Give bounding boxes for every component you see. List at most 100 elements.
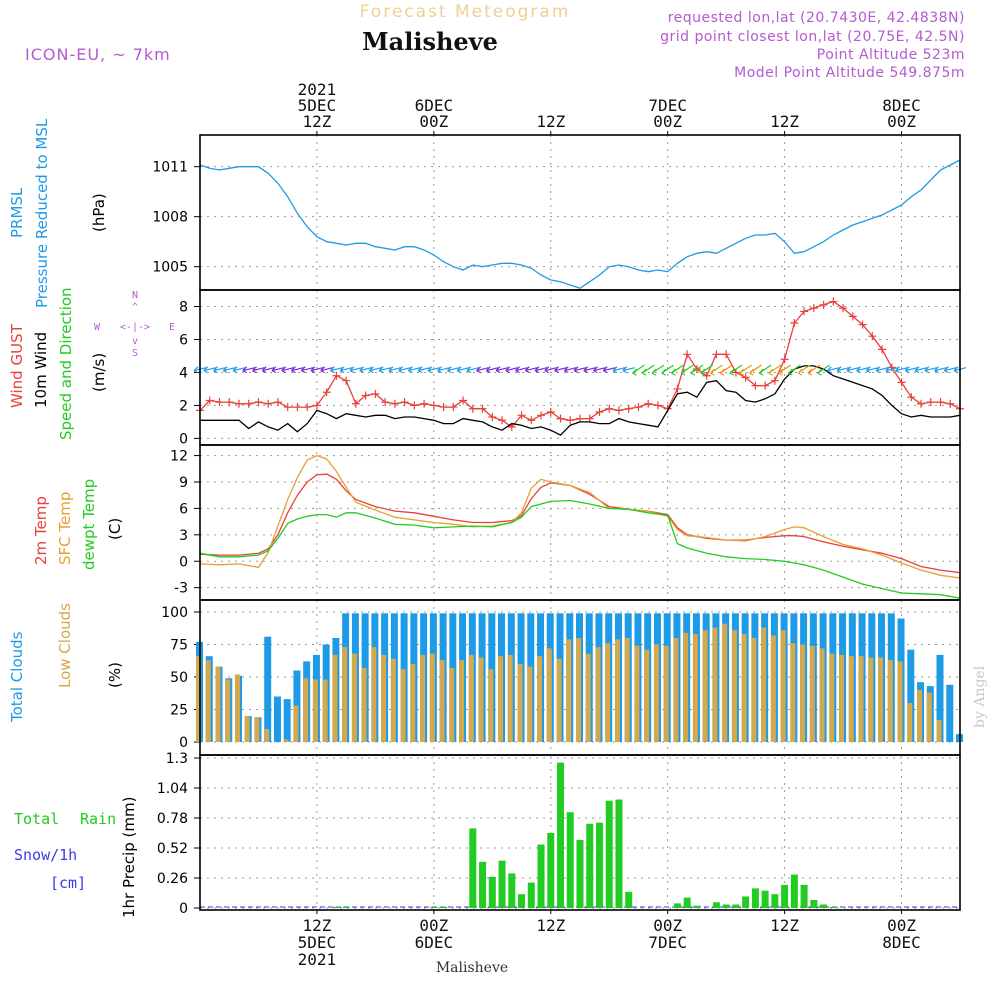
low-cloud-bar bbox=[936, 719, 942, 742]
gust-marker bbox=[225, 398, 234, 407]
chart-title: Forecast Meteogram bbox=[360, 2, 571, 22]
gust-marker bbox=[644, 399, 653, 408]
low-cloud-bar bbox=[244, 716, 250, 742]
wind-direction-arrow bbox=[300, 366, 314, 374]
low-cloud-bar bbox=[907, 703, 913, 742]
low-cloud-bar bbox=[293, 705, 299, 742]
wind-direction-arrow bbox=[476, 366, 489, 374]
wind-direction-arrow bbox=[291, 366, 304, 374]
wind-direction-arrow bbox=[632, 364, 645, 376]
wind-direction-arrow bbox=[651, 364, 665, 376]
rain-bar bbox=[479, 861, 487, 908]
low-cloud-bar bbox=[196, 656, 201, 742]
gust-marker bbox=[439, 403, 448, 412]
ms-unit-label: (m/s) bbox=[90, 353, 108, 392]
rain-bar bbox=[771, 894, 779, 908]
gust-marker bbox=[790, 318, 799, 327]
y-tick-label: 12 bbox=[170, 449, 188, 465]
y-tick-label: 50 bbox=[170, 670, 188, 686]
low-cloud-bar bbox=[897, 661, 903, 742]
low-cloud-bar bbox=[390, 658, 396, 742]
prmsl-label: PRMSL bbox=[8, 187, 26, 238]
wind-direction-arrow bbox=[232, 366, 246, 374]
low-cloud-bar bbox=[468, 654, 474, 742]
time-label-bottom: 00Z bbox=[887, 916, 916, 935]
gust-marker bbox=[751, 381, 760, 390]
gust-marker bbox=[907, 393, 916, 402]
low-cloud-bar bbox=[537, 656, 543, 742]
model-altitude: Model Point Altitude 549.875m bbox=[734, 65, 965, 81]
10m-wind-line bbox=[200, 365, 961, 436]
gust-marker bbox=[478, 404, 487, 413]
rain-bar bbox=[732, 904, 740, 908]
gust-marker bbox=[712, 350, 721, 359]
low-cloud-bar bbox=[556, 658, 562, 742]
low-cloud-bar bbox=[527, 666, 533, 742]
wind-direction-arrow bbox=[534, 366, 548, 374]
time-label-bottom: 12Z bbox=[302, 916, 331, 935]
low-cloud-bar bbox=[722, 623, 728, 742]
gust-marker bbox=[566, 416, 575, 425]
y-tick-label: 25 bbox=[170, 703, 188, 719]
gust-marker bbox=[400, 398, 409, 407]
wind-direction-arrow bbox=[895, 366, 908, 374]
time-label-bottom: 12Z bbox=[536, 916, 565, 935]
y-tick-label: 0 bbox=[179, 735, 188, 751]
rain-bar bbox=[430, 906, 438, 908]
gust-marker bbox=[244, 399, 253, 408]
low-cloud-bar bbox=[868, 657, 874, 742]
wind-direction-arrow bbox=[807, 364, 821, 376]
wind-direction-arrow bbox=[398, 366, 411, 374]
wind-direction-arrow bbox=[768, 364, 782, 376]
wind-direction-arrow bbox=[641, 364, 655, 376]
time-label-top: 7DEC bbox=[648, 96, 687, 115]
low-cloud-bar bbox=[429, 653, 435, 742]
svg-text:E: E bbox=[169, 322, 175, 333]
gust-marker bbox=[488, 412, 497, 421]
wind-direction-arrow bbox=[904, 366, 918, 374]
gust-marker bbox=[936, 398, 945, 407]
gust-marker bbox=[342, 376, 351, 385]
rain-bar bbox=[683, 897, 691, 908]
low-cloud-bar bbox=[420, 654, 426, 742]
low-cloud-bar bbox=[517, 664, 523, 742]
wind-direction-arrow bbox=[612, 366, 626, 374]
low-cloud-bar bbox=[624, 638, 630, 742]
wind-direction-arrow bbox=[661, 364, 675, 376]
low-cloud-bar bbox=[829, 653, 835, 742]
credit-watermark: by Angel bbox=[972, 665, 988, 728]
gust-marker bbox=[517, 411, 526, 420]
gust-marker bbox=[215, 398, 224, 407]
gust-marker bbox=[546, 408, 555, 417]
low-cloud-bar bbox=[546, 648, 552, 742]
total-label: Total bbox=[14, 810, 59, 828]
gust-marker bbox=[459, 396, 468, 405]
y-tick-label: 3 bbox=[179, 528, 188, 544]
low-cloud-bar bbox=[731, 630, 737, 742]
gust-marker bbox=[683, 350, 692, 359]
low-cloud-bar bbox=[878, 657, 884, 742]
dewpt-temp-line bbox=[199, 499, 961, 599]
rain-bar bbox=[615, 799, 623, 908]
gust-marker bbox=[273, 398, 282, 407]
rain-bar bbox=[761, 890, 769, 908]
svg-text:^: ^ bbox=[132, 302, 138, 313]
low-cloud-bar bbox=[770, 635, 776, 742]
low-cloud-bar bbox=[595, 647, 601, 742]
y-tick-label: 1.3 bbox=[166, 751, 188, 767]
gust-marker bbox=[653, 401, 662, 410]
gust-marker bbox=[770, 376, 779, 385]
y-tick-label: 1.04 bbox=[157, 781, 188, 797]
rain-bar bbox=[488, 876, 496, 908]
rain-bar bbox=[537, 844, 545, 908]
wind-direction-arrow bbox=[943, 366, 957, 374]
low-cloud-bar bbox=[459, 660, 465, 742]
low-cloud-bar bbox=[439, 660, 445, 742]
low-cloud-bar bbox=[205, 660, 211, 742]
low-cloud-bar bbox=[780, 630, 786, 742]
y-tick-label: 1005 bbox=[152, 260, 188, 276]
pressure-line bbox=[199, 159, 961, 290]
gust-marker bbox=[234, 399, 243, 408]
y-tick-label: 0.52 bbox=[157, 841, 188, 857]
